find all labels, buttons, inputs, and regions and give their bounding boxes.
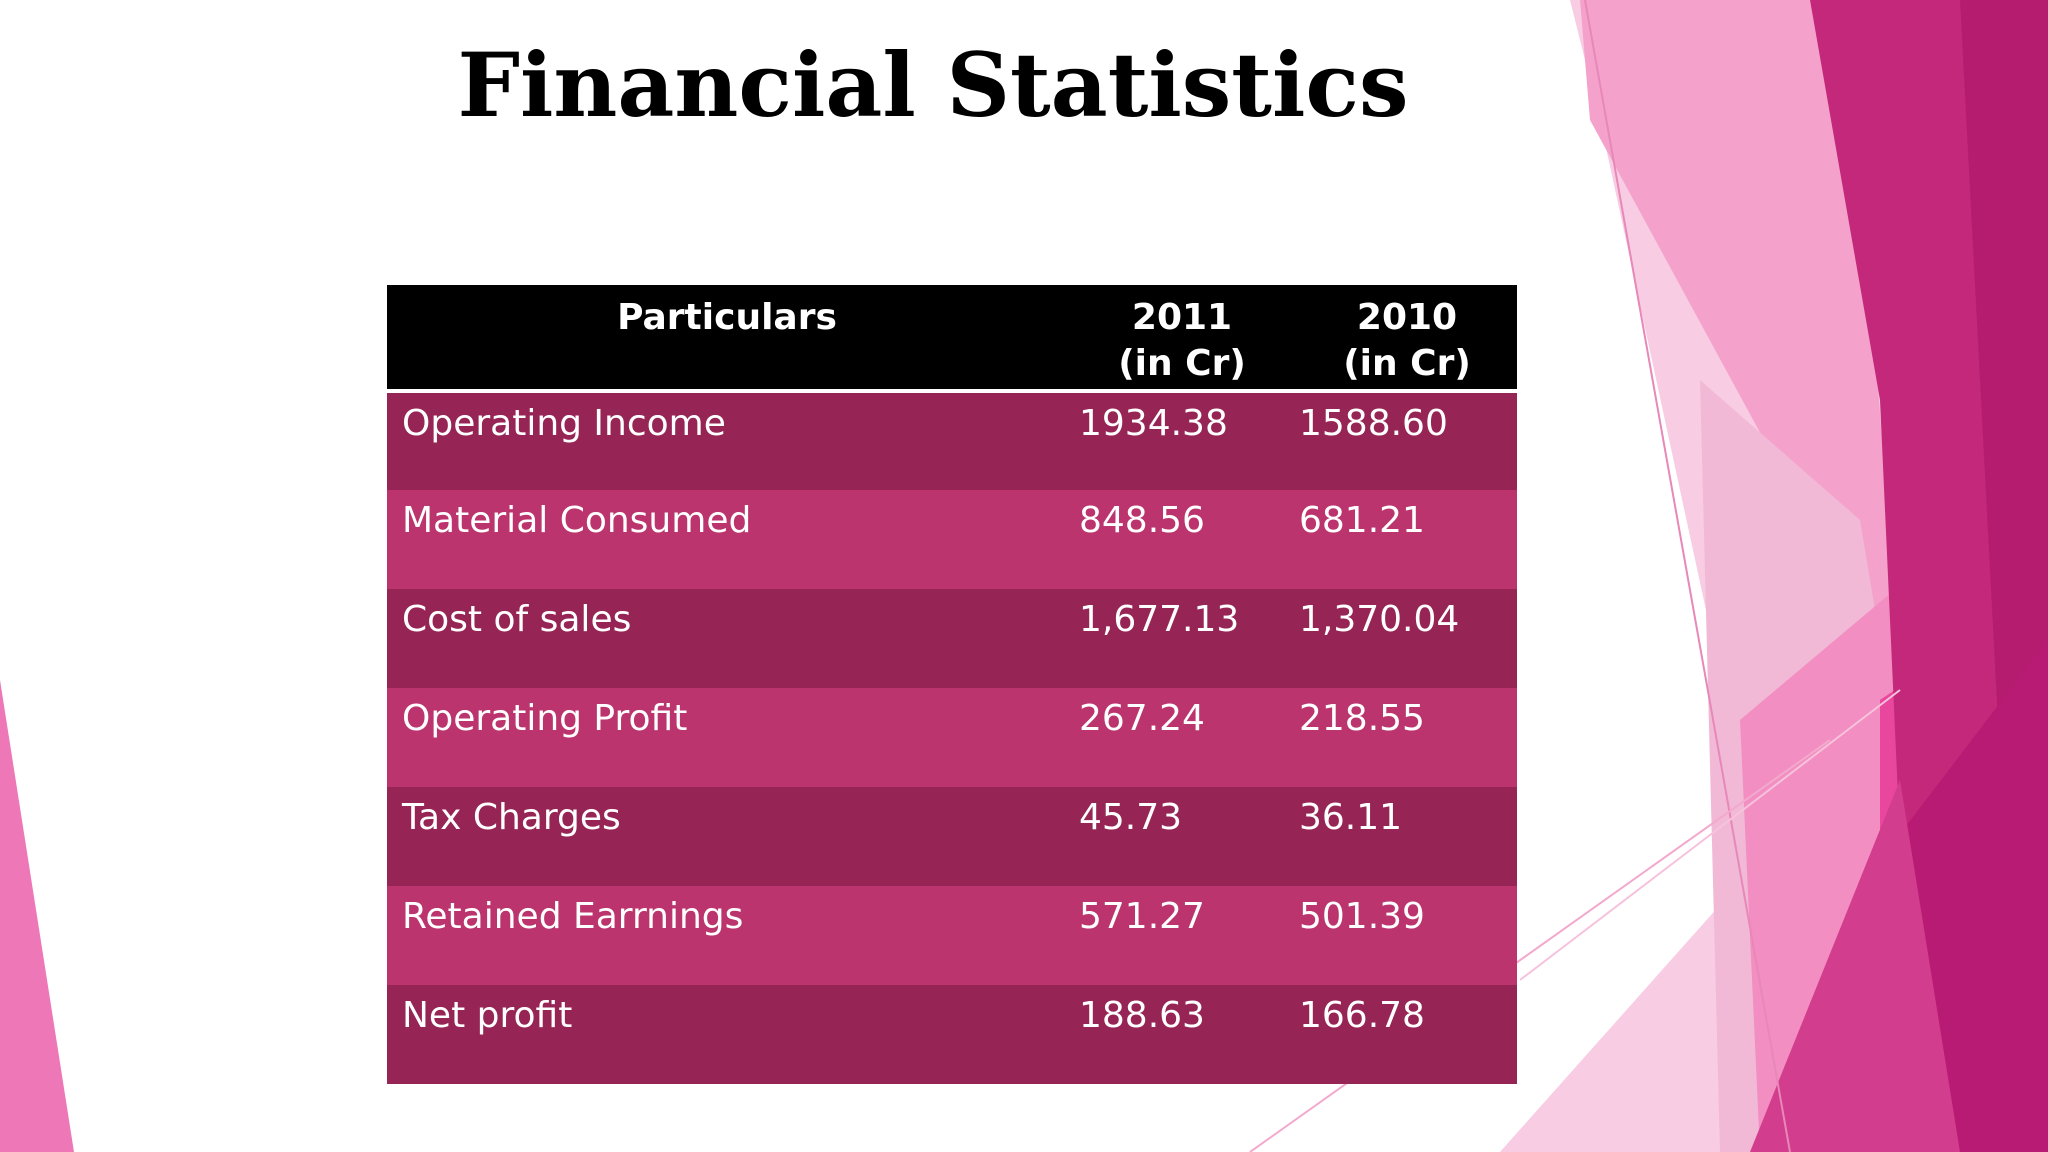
right-strip-bright bbox=[1960, 0, 2048, 760]
row-label: Net profit bbox=[402, 995, 573, 1036]
table-row: Retained Earrnings 571.27 501.39 bbox=[387, 886, 1517, 985]
accent-line-1 bbox=[1584, 0, 1791, 1152]
accent-line-3 bbox=[1519, 689, 1901, 981]
table-row: Cost of sales 1,677.13 1,370.04 bbox=[387, 589, 1517, 688]
value-2011: 1,677.13 bbox=[1079, 599, 1240, 640]
value-2010: 1,370.04 bbox=[1299, 599, 1460, 640]
row-label: Tax Charges bbox=[402, 797, 621, 838]
value-2011: 188.63 bbox=[1079, 995, 1205, 1036]
header-2010-unit: (in Cr) bbox=[1343, 343, 1471, 384]
header-row: Particulars 2011 (in Cr) 2010 (in Cr) bbox=[387, 285, 1517, 393]
financial-table: Particulars 2011 (in Cr) 2010 (in Cr) Op… bbox=[387, 285, 1517, 1084]
value-2010: 1588.60 bbox=[1299, 403, 1448, 444]
left-pink-facet bbox=[0, 680, 74, 1152]
row-label: Cost of sales bbox=[402, 599, 632, 640]
accent-line-2 bbox=[1249, 739, 1831, 1152]
value-2011: 267.24 bbox=[1079, 698, 1205, 739]
value-2010: 681.21 bbox=[1299, 500, 1425, 541]
table-row: Operating Profit 267.24 218.55 bbox=[387, 688, 1517, 787]
header-2010-year: 2010 bbox=[1356, 297, 1458, 338]
header-particulars-label: Particulars bbox=[617, 297, 837, 338]
table-row: Material Consumed 848.56 681.21 bbox=[387, 490, 1517, 589]
header-2011-unit: (in Cr) bbox=[1118, 343, 1246, 384]
value-2011: 45.73 bbox=[1079, 797, 1183, 838]
table-row: Tax Charges 45.73 36.11 bbox=[387, 787, 1517, 886]
header-2010: 2010 (in Cr) bbox=[1297, 285, 1517, 393]
value-2010: 501.39 bbox=[1299, 896, 1425, 937]
right-bottom-mid bbox=[1750, 780, 1960, 1152]
value-2011: 848.56 bbox=[1079, 500, 1205, 541]
row-label: Retained Earrnings bbox=[402, 896, 744, 937]
table-row: Net profit 188.63 166.78 bbox=[387, 985, 1517, 1084]
row-label: Operating Income bbox=[402, 403, 726, 444]
header-particulars: Particulars bbox=[387, 285, 1067, 393]
value-2010: 166.78 bbox=[1299, 995, 1425, 1036]
table-row: Operating Income 1934.38 1588.60 bbox=[387, 391, 1517, 490]
header-2011-year: 2011 bbox=[1131, 297, 1233, 338]
value-2010: 218.55 bbox=[1299, 698, 1425, 739]
row-label: Operating Profit bbox=[402, 698, 688, 739]
value-2011: 571.27 bbox=[1079, 896, 1205, 937]
header-2011: 2011 (in Cr) bbox=[1067, 285, 1297, 393]
table-body: Operating Income 1934.38 1588.60 Materia… bbox=[387, 391, 1517, 1084]
slide-title: Financial Statistics bbox=[457, 33, 1409, 137]
value-2011: 1934.38 bbox=[1079, 403, 1228, 444]
row-label: Material Consumed bbox=[402, 500, 752, 541]
value-2010: 36.11 bbox=[1299, 797, 1403, 838]
table-header: Particulars 2011 (in Cr) 2010 (in Cr) bbox=[387, 285, 1517, 393]
